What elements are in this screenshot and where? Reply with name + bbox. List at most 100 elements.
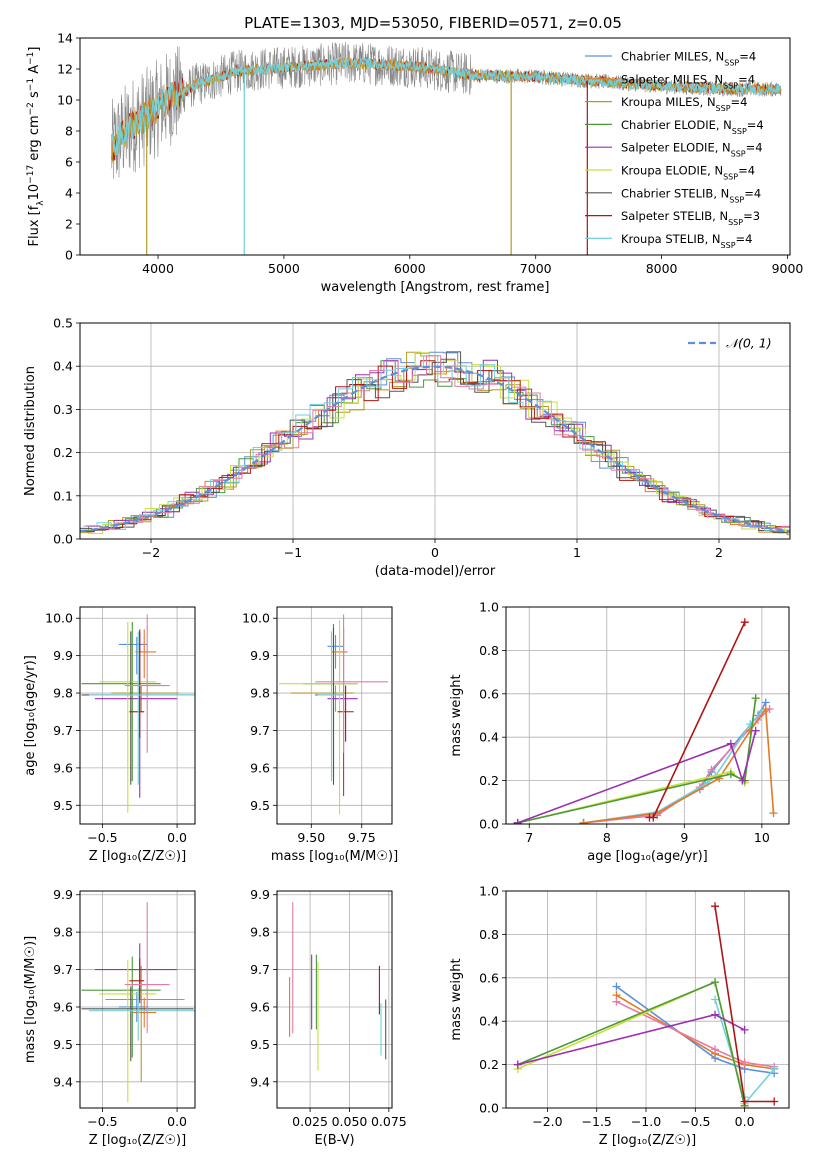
x-tick-label: 9.75: [348, 830, 376, 845]
legend-subscript: SSP: [723, 172, 738, 181]
x-axis-label: Z [log₁₀(Z/Z☉)]: [89, 849, 186, 864]
x-axis-label: wavelength [Angstrom, rest frame]: [321, 280, 550, 295]
x-tick-label: −2.0: [532, 1114, 562, 1129]
x-axis-label: E(B-V): [314, 1133, 354, 1148]
y-tick-label: 4: [65, 186, 73, 201]
legend: Chabrier MILES, NSSP=4 Salpeter MILES, NS…: [585, 50, 764, 249]
weight-line: [517, 697, 757, 824]
y-tick-label: 9.5: [250, 798, 270, 813]
legend-tail: =4: [731, 95, 748, 109]
weight-marker: [711, 978, 720, 987]
x-tick-label: −0.5: [87, 1114, 117, 1129]
legend-tail: =4: [747, 118, 764, 132]
y-tick-label: 9.9: [250, 887, 270, 902]
x-tick-label: 9.50: [297, 830, 325, 845]
legend-tail: =4: [736, 232, 753, 246]
weight-line: [615, 994, 775, 1070]
y-tick-label: 9.7: [250, 962, 270, 977]
legend-tail: =4: [738, 72, 755, 86]
legend-entry: 𝒩(0, 1): [726, 336, 772, 351]
y-tick-label: 0.4: [479, 1014, 499, 1029]
y-tick-label: 9.4: [250, 1074, 270, 1089]
weight-marker: [751, 726, 760, 735]
y-tick-label: 0.2: [479, 1057, 499, 1072]
y-tick-label: 9.9: [53, 887, 73, 902]
weight-line: [583, 706, 775, 824]
y-tick-label: 1.0: [479, 600, 499, 615]
y-tick-label: 9.9: [53, 648, 73, 663]
legend-entry: Chabrier ELODIE, NSSP=4: [621, 118, 764, 136]
x-axis-label: mass [log₁₀(M/M☉)]: [271, 849, 398, 864]
y-tick-label: 0.0: [479, 1101, 499, 1116]
x-tick-label: 0.0: [735, 1114, 755, 1129]
weight-marker: [513, 1060, 522, 1069]
x-axis-label: age [log₁₀(age/yr)]: [587, 849, 708, 864]
x-tick-label: 0.0: [167, 1114, 187, 1129]
panel-weight_vs_age: 7 8 9 10 0.0 0.2 0.4 0.6 0.8 1.0 age [log₁₀(age/yr…: [449, 600, 790, 864]
panel-residuals: −2 −1 0 1 2 0.0 0.1 0.2 0.3 0.4 0.5 (data-model)/er…: [23, 316, 791, 579]
axes-frame: [79, 37, 791, 256]
x-tick-label: 0.050: [332, 1114, 368, 1129]
y-tick-label: 9.8: [250, 686, 270, 701]
x-tick-label: −0.5: [87, 830, 117, 845]
y-tick-label: 0.6: [479, 686, 499, 701]
figure-title: PLATE=1303, MJD=53050, FIBERID=0571, z=0…: [244, 14, 622, 32]
weight-line: [517, 980, 746, 1106]
x-tick-label: 9000: [772, 261, 804, 276]
y-axis-label: age [log₁₀(age/yr)]: [23, 655, 38, 776]
y-tick-label: 10.0: [45, 611, 73, 626]
legend-entry: Kroupa MILES, NSSP=4: [621, 95, 747, 113]
weight-marker: [612, 982, 621, 991]
y-axis-label: Flux [fλ10−17 erg cm−2 s−1 A−1]: [26, 47, 46, 247]
legend-entry: Chabrier MILES, NSSP=4: [621, 50, 756, 68]
legend-entry: Salpeter ELODIE, NSSP=4: [621, 141, 763, 159]
y-tick-label: 9.6: [53, 999, 73, 1014]
legend-subscript: SSP: [729, 195, 744, 204]
y-tick-label: 9.6: [250, 760, 270, 775]
weight-marker: [751, 694, 760, 703]
y-tick-label: 0.4: [53, 359, 73, 374]
weight-marker: [513, 818, 522, 824]
legend-subscript: SSP: [724, 58, 739, 67]
gaussian-curve: [80, 365, 790, 533]
panels: 4000 5000 6000 7000 8000 900002468101214wavel…: [23, 31, 803, 1149]
y-tick-label: 9.6: [53, 760, 73, 775]
plot-area: [80, 323, 790, 539]
legend-subscript: SSP: [728, 218, 743, 227]
plot-area: [277, 891, 392, 1108]
y-tick-label: 1.0: [479, 884, 499, 899]
axes-frame: [505, 606, 790, 825]
y-tick-label: 9.9: [250, 648, 270, 663]
weight-marker: [740, 1058, 749, 1067]
x-tick-label: 4000: [142, 261, 174, 276]
axes-frame: [505, 890, 790, 1109]
weight-line: [517, 730, 757, 824]
panel-age_vs_Z: −0.5 0.0 9.5 9.6 9.7 9.8 9.9 10.0 Z [log₁₀(Z/Z☉)…: [23, 606, 196, 864]
x-tick-label: 0.0: [167, 830, 187, 845]
y-tick-label: 9.4: [53, 1074, 73, 1089]
x-tick-label: 1: [573, 545, 581, 560]
y-tick-label: 9.5: [250, 1037, 270, 1052]
weight-marker: [711, 995, 720, 1004]
x-tick-label: 6000: [394, 261, 426, 276]
axes-frame: [276, 606, 393, 825]
x-tick-label: 7: [525, 830, 533, 845]
y-tick-label: 8: [65, 124, 73, 139]
y-tick-label: 0.8: [479, 643, 499, 658]
y-axis-label: mass [log₁₀(M/M☉)]: [23, 936, 38, 1063]
y-tick-label: 0.4: [479, 730, 499, 745]
axes-frame: [79, 322, 791, 540]
legend-tail: =4: [739, 50, 756, 64]
y-axis-label: mass weight: [449, 674, 464, 756]
legend: 𝒩(0, 1): [688, 336, 772, 351]
y-tick-label: 2: [65, 217, 73, 232]
x-axis-label: (data-model)/error: [375, 564, 496, 579]
legend-tail: =4: [746, 141, 763, 155]
weight-line: [517, 980, 746, 1104]
weight-marker: [711, 1045, 720, 1054]
legend-subscript: SSP: [721, 240, 736, 249]
histogram-step-line: [80, 365, 790, 536]
y-tick-label: 0: [65, 248, 73, 263]
plot-area: [506, 891, 789, 1108]
plot-area: [277, 607, 392, 824]
